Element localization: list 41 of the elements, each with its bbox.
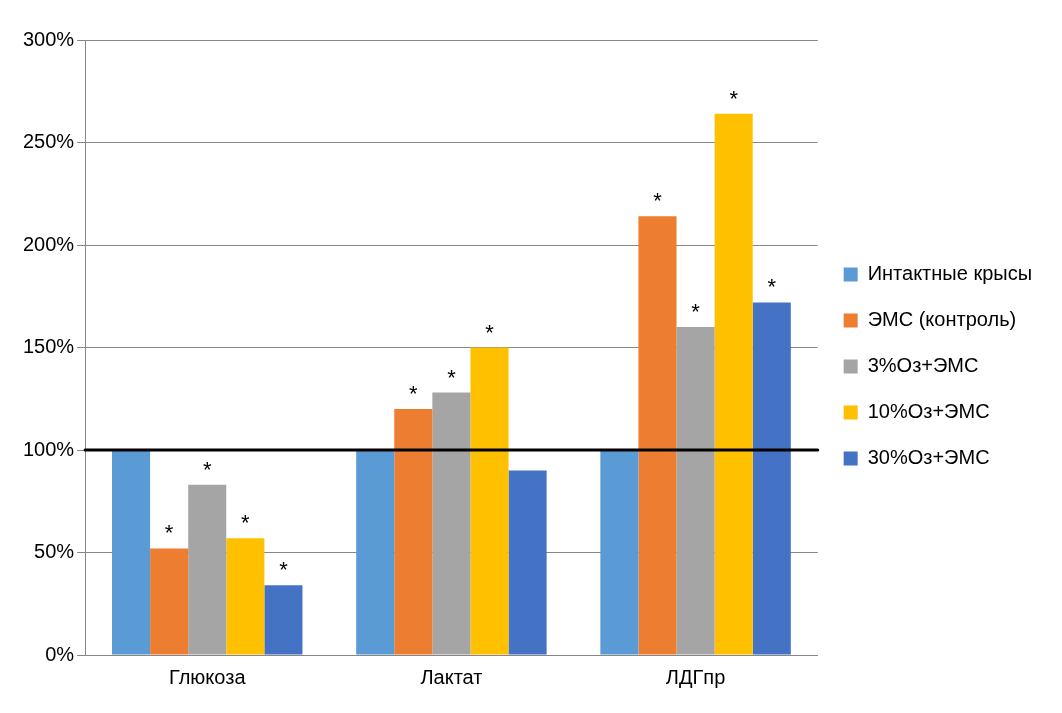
data-label: * [767, 274, 777, 300]
y-tick-label: 150% [23, 335, 75, 358]
legend-label: 3%Оз+ЭМС [867, 354, 979, 377]
data-label: * [447, 364, 457, 390]
bar [600, 450, 639, 655]
data-label: * [279, 557, 289, 583]
bar [638, 216, 677, 655]
y-tick-label: 0% [45, 642, 75, 665]
legend-label: 10%Оз+ЭМС [867, 400, 990, 423]
bar [752, 302, 791, 655]
y-tick-label: 100% [23, 437, 75, 460]
data-label: * [409, 381, 419, 407]
bar [264, 585, 303, 655]
legend-label: 30%Оз+ЭМС [867, 446, 990, 469]
data-label: * [691, 299, 701, 325]
bar [112, 450, 151, 655]
bar [394, 409, 433, 655]
bar [188, 484, 227, 655]
x-tick-label: Лактат [420, 665, 483, 688]
legend-label: ЭМС (контроль) [867, 308, 1017, 331]
bar [432, 392, 471, 655]
bar [676, 327, 715, 655]
bar [356, 450, 395, 655]
bar [470, 347, 509, 655]
x-tick-label: Глюкоза [168, 665, 247, 688]
bar [508, 470, 547, 655]
bar [150, 548, 189, 655]
data-label: * [241, 510, 251, 536]
y-tick-label: 200% [23, 232, 75, 255]
data-label: * [164, 520, 174, 546]
y-tick-label: 300% [23, 27, 75, 50]
data-label: * [485, 319, 495, 345]
y-tick-label: 250% [23, 130, 75, 153]
data-label: * [729, 85, 739, 111]
data-label: * [202, 456, 212, 482]
bar [226, 538, 265, 655]
bar [714, 113, 753, 655]
legend-label: Интактные крысы [867, 262, 1033, 285]
data-label: * [653, 188, 663, 214]
x-tick-label: ЛДГпр [665, 665, 726, 688]
y-tick-label: 50% [34, 540, 75, 563]
